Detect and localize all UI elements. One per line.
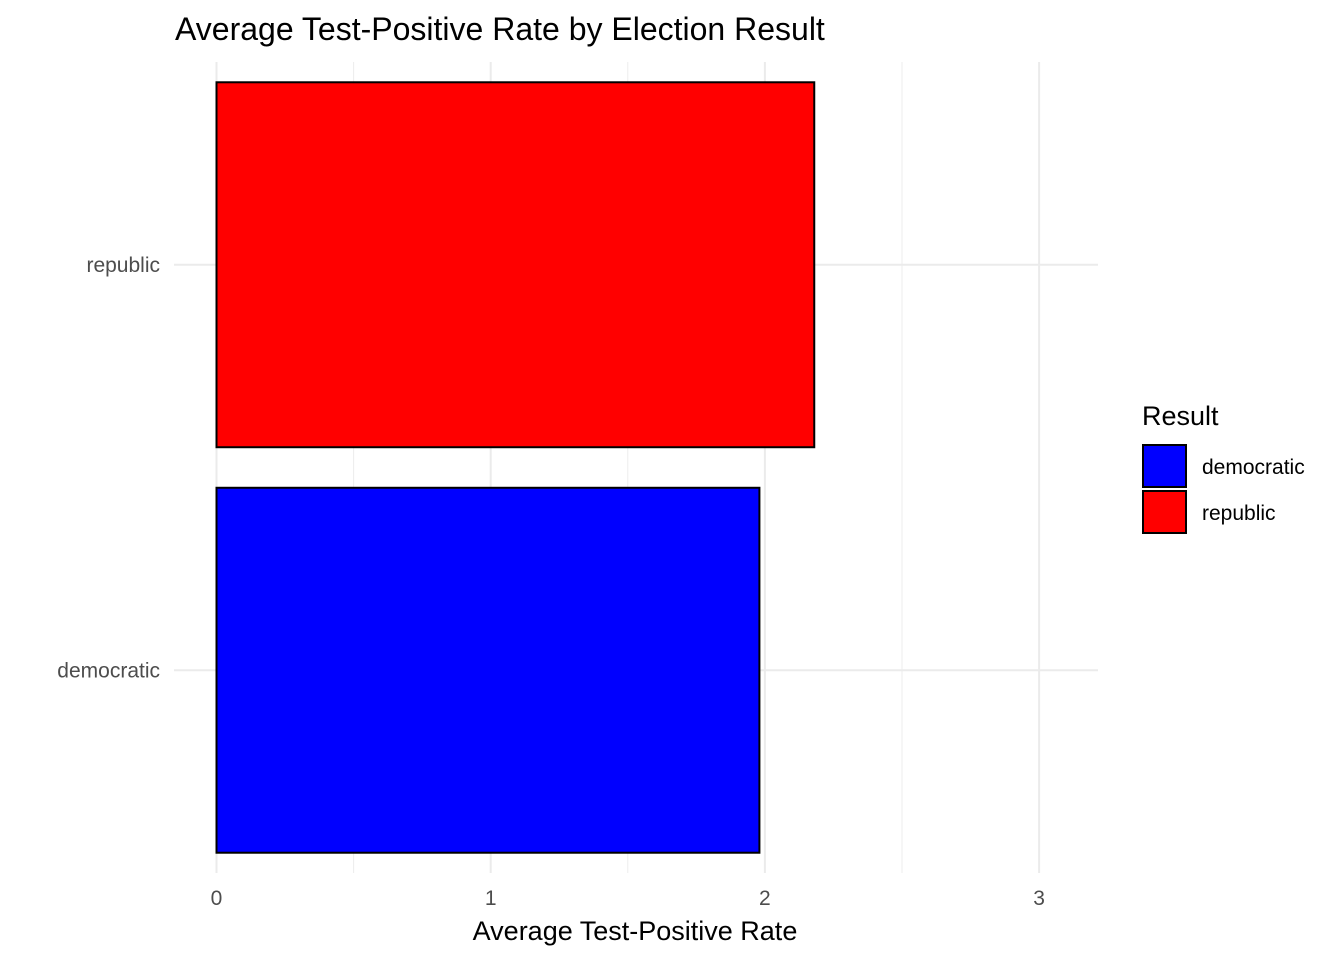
legend-entries: democratic republic (1142, 444, 1305, 534)
legend-title: Result (1142, 401, 1219, 431)
legend: Result democratic republic (1142, 401, 1305, 534)
y-tick-label: republic (86, 254, 160, 277)
bar-democratic (215, 486, 761, 854)
tick-layer: 0 1 2 3 democratic republic (57, 254, 1045, 910)
legend-label-democratic: democratic (1202, 456, 1305, 479)
bar-republic (215, 81, 816, 449)
bar-layer (215, 81, 816, 854)
x-tick-label: 3 (1033, 887, 1045, 910)
x-tick-label: 1 (485, 887, 497, 910)
y-tick-label: democratic (57, 659, 160, 682)
x-tick-label: 0 (211, 887, 223, 910)
chart-title: Average Test-Positive Rate by Election R… (175, 11, 825, 47)
legend-label-republic: republic (1202, 502, 1276, 525)
legend-swatch-republic (1142, 490, 1187, 534)
x-axis-title: Average Test-Positive Rate (473, 916, 798, 946)
x-tick-label: 2 (759, 887, 771, 910)
legend-swatch-democratic (1142, 444, 1187, 488)
